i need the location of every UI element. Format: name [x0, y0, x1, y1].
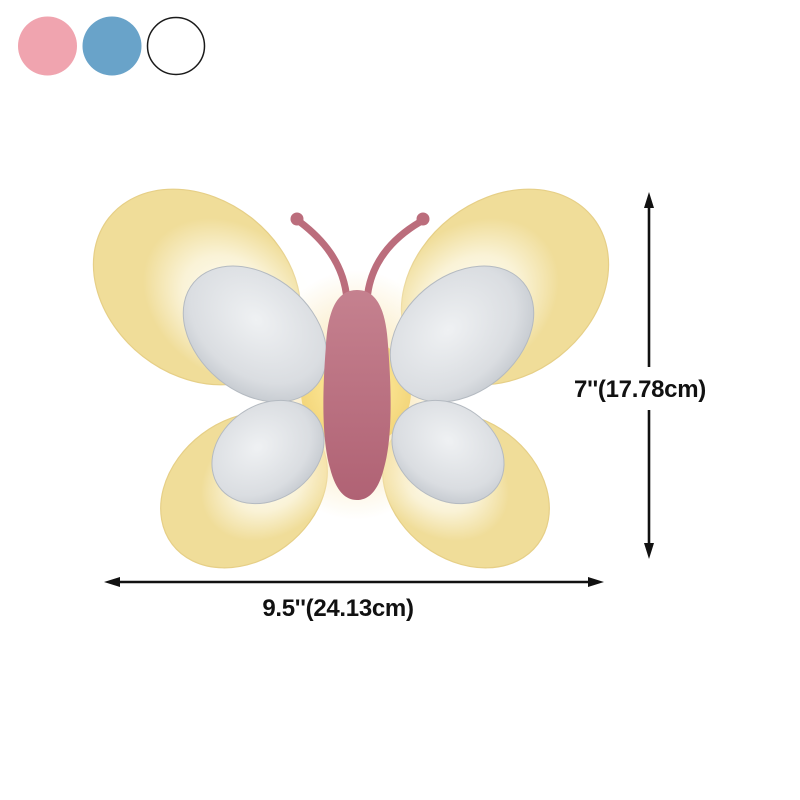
color-swatch-pink[interactable]	[18, 16, 77, 76]
lamp-body	[323, 290, 391, 500]
width-dimension-arrow	[104, 577, 604, 587]
height-dimension-arrow	[644, 192, 654, 559]
height-dimension-label: 7''(17.78cm)	[574, 376, 706, 403]
antenna-right	[363, 218, 424, 304]
inner-wing-lower-right	[391, 399, 505, 505]
antennae	[290, 212, 430, 304]
inner-wing-upper-right	[389, 265, 535, 403]
inner-wing-lower-left	[211, 399, 325, 505]
antenna-tip-left	[290, 212, 304, 226]
inner-wings	[182, 265, 535, 505]
dimension-arrows	[104, 192, 654, 587]
width-dimension-label: 9.5''(24.13cm)	[262, 595, 414, 622]
color-swatch-blue[interactable]	[82, 16, 142, 76]
color-swatch-bar	[18, 16, 206, 76]
inner-wing-upper-left	[182, 265, 328, 403]
antenna-left	[296, 218, 351, 304]
antenna-tip-right	[416, 212, 430, 226]
color-swatch-white[interactable]	[146, 16, 206, 76]
